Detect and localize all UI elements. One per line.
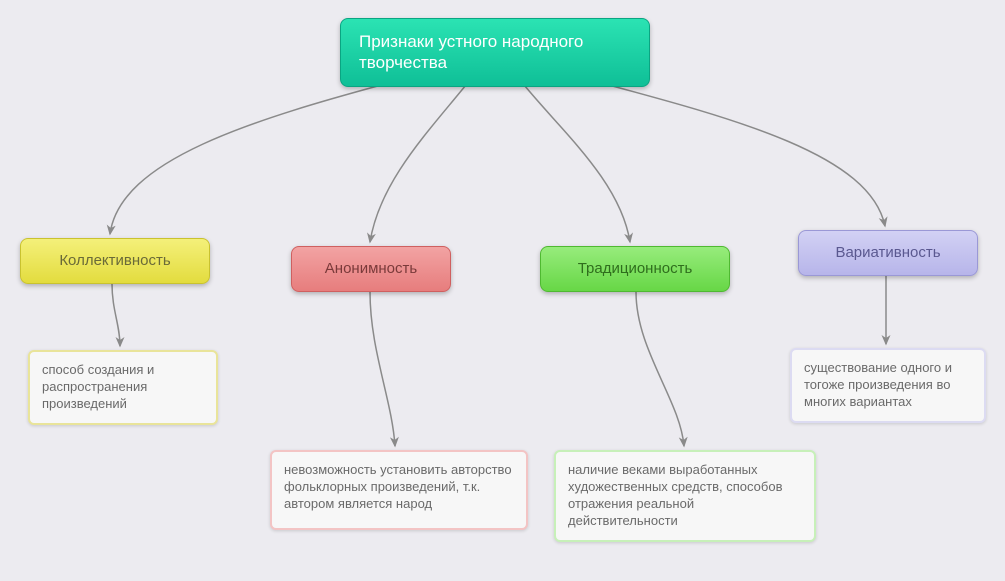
branch-label: Вариативность (835, 244, 940, 263)
branch-node-variability: Вариативность (798, 230, 978, 276)
connector-edge (112, 284, 120, 346)
leaf-node-anonymity: невозможность установить авторство фольк… (270, 450, 528, 530)
branch-label: Анонимность (325, 260, 417, 279)
connector-edge (520, 80, 630, 242)
connector-edge (110, 80, 400, 234)
leaf-node-tradition: наличие веками выработанных художественн… (554, 450, 816, 542)
branch-node-tradition: Традиционность (540, 246, 730, 292)
branch-label: Коллективность (59, 252, 170, 271)
leaf-node-collectivity: способ создания и распространения произв… (28, 350, 218, 425)
branch-node-anonymity: Анонимность (291, 246, 451, 292)
connector-edge (590, 80, 885, 226)
leaf-node-variability: существование одного и тогоже произведен… (790, 348, 986, 423)
leaf-text: способ создания и распространения произв… (42, 362, 154, 411)
leaf-text: наличие веками выработанных художественн… (568, 462, 783, 528)
leaf-text: существование одного и тогоже произведен… (804, 360, 952, 409)
connector-edge (636, 292, 684, 446)
branch-label: Традиционность (578, 260, 693, 279)
connector-edge (370, 80, 470, 242)
leaf-text: невозможность установить авторство фольк… (284, 462, 512, 511)
root-label: Признаки устного народного творчества (359, 32, 583, 72)
connector-edge (370, 292, 395, 446)
branch-node-collectivity: Коллективность (20, 238, 210, 284)
root-node: Признаки устного народного творчества (340, 18, 650, 87)
